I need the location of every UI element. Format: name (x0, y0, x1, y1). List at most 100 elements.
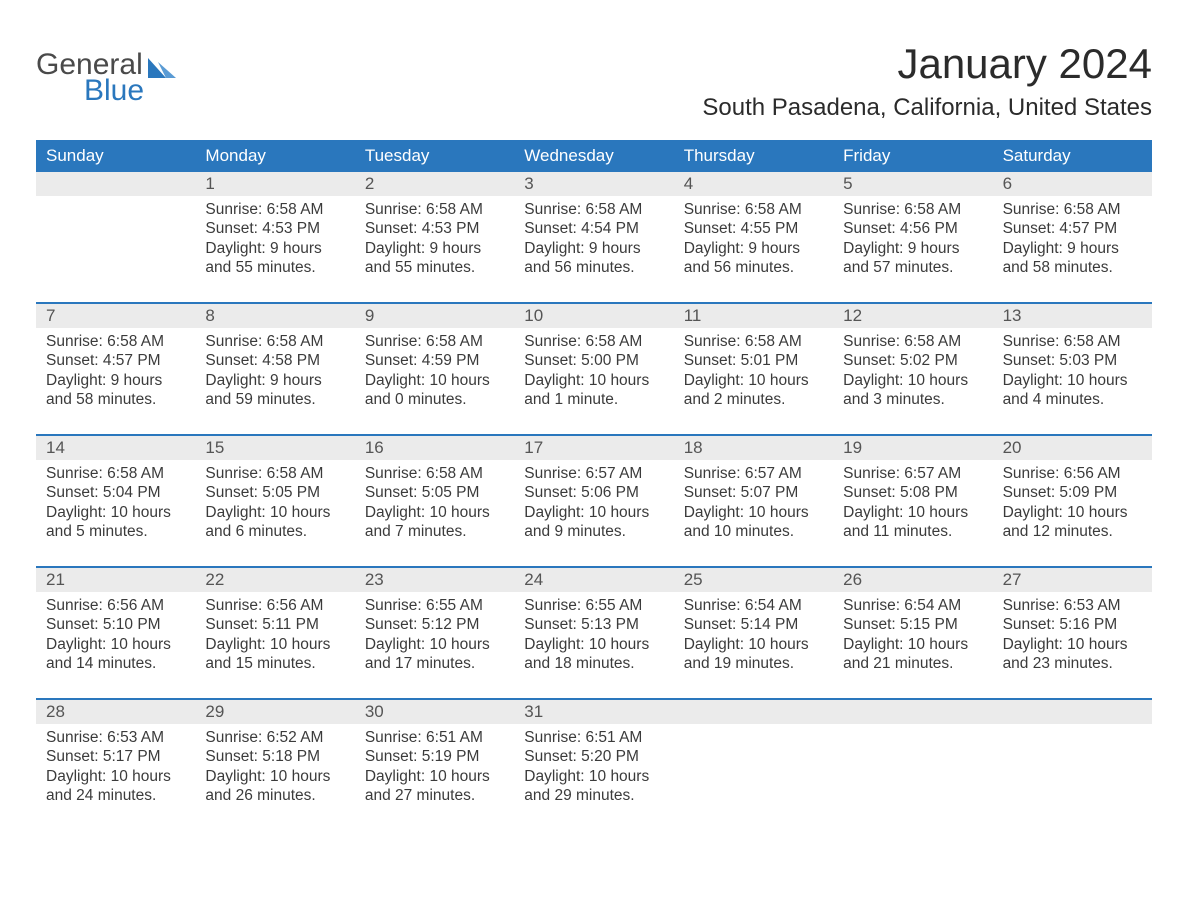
daylight-line2: and 19 minutes. (684, 654, 823, 673)
date-number: 22 (195, 568, 354, 592)
daylight-line1: Daylight: 10 hours (843, 635, 982, 654)
week-row: 28Sunrise: 6:53 AMSunset: 5:17 PMDayligh… (36, 698, 1152, 818)
sunrise-text: Sunrise: 6:57 AM (843, 464, 982, 483)
sunset-text: Sunset: 4:57 PM (46, 351, 185, 370)
title-group: January 2024 South Pasadena, California,… (702, 40, 1152, 122)
daylight-line2: and 18 minutes. (524, 654, 663, 673)
date-number: 28 (36, 700, 195, 724)
calendar-cell: 8Sunrise: 6:58 AMSunset: 4:58 PMDaylight… (195, 304, 354, 422)
daylight-line1: Daylight: 9 hours (684, 239, 823, 258)
daylight-line1: Daylight: 10 hours (365, 371, 504, 390)
sunset-text: Sunset: 4:54 PM (524, 219, 663, 238)
day-header-wednesday: Wednesday (514, 140, 673, 172)
daylight-line1: Daylight: 10 hours (205, 503, 344, 522)
day-details: Sunrise: 6:58 AMSunset: 4:55 PMDaylight:… (674, 196, 833, 278)
calendar-cell: 23Sunrise: 6:55 AMSunset: 5:12 PMDayligh… (355, 568, 514, 686)
day-details: Sunrise: 6:58 AMSunset: 5:02 PMDaylight:… (833, 328, 992, 410)
sunrise-text: Sunrise: 6:51 AM (365, 728, 504, 747)
calendar-cell: 26Sunrise: 6:54 AMSunset: 5:15 PMDayligh… (833, 568, 992, 686)
sunrise-text: Sunrise: 6:58 AM (684, 332, 823, 351)
date-number: 24 (514, 568, 673, 592)
daylight-line2: and 14 minutes. (46, 654, 185, 673)
date-number: 9 (355, 304, 514, 328)
sunset-text: Sunset: 5:05 PM (205, 483, 344, 502)
calendar-cell: 5Sunrise: 6:58 AMSunset: 4:56 PMDaylight… (833, 172, 992, 290)
daylight-line1: Daylight: 10 hours (684, 503, 823, 522)
sunset-text: Sunset: 5:18 PM (205, 747, 344, 766)
day-details: Sunrise: 6:58 AMSunset: 5:05 PMDaylight:… (355, 460, 514, 542)
day-details: Sunrise: 6:58 AMSunset: 4:57 PMDaylight:… (36, 328, 195, 410)
page-header: General Blue January 2024 South Pasadena… (36, 40, 1152, 122)
date-number: 21 (36, 568, 195, 592)
calendar-cell (674, 700, 833, 818)
day-details: Sunrise: 6:55 AMSunset: 5:13 PMDaylight:… (514, 592, 673, 674)
date-number (833, 700, 992, 724)
daylight-line1: Daylight: 10 hours (843, 503, 982, 522)
date-number: 6 (993, 172, 1152, 196)
calendar-cell (833, 700, 992, 818)
date-number: 12 (833, 304, 992, 328)
date-number: 19 (833, 436, 992, 460)
daylight-line1: Daylight: 10 hours (46, 767, 185, 786)
sunset-text: Sunset: 5:14 PM (684, 615, 823, 634)
calendar-cell: 25 Sunrise: 6:54 AMSunset: 5:14 PMDayligh… (674, 568, 833, 686)
calendar-cell: 29Sunrise: 6:52 AMSunset: 5:18 PMDayligh… (195, 700, 354, 818)
sunrise-text: Sunrise: 6:58 AM (843, 200, 982, 219)
sunset-text: Sunset: 5:02 PM (843, 351, 982, 370)
sunset-text: Sunset: 5:12 PM (365, 615, 504, 634)
week-row: 14Sunrise: 6:58 AMSunset: 5:04 PMDayligh… (36, 434, 1152, 554)
sunrise-text: Sunrise: 6:52 AM (205, 728, 344, 747)
sunset-text: Sunset: 5:04 PM (46, 483, 185, 502)
daylight-line2: and 17 minutes. (365, 654, 504, 673)
day-details: Sunrise: 6:51 AMSunset: 5:19 PMDaylight:… (355, 724, 514, 806)
daylight-line1: Daylight: 10 hours (684, 635, 823, 654)
calendar-cell: 30Sunrise: 6:51 AMSunset: 5:19 PMDayligh… (355, 700, 514, 818)
day-details: Sunrise: 6:57 AMSunset: 5:07 PMDaylight:… (674, 460, 833, 542)
day-details: Sunrise: 6:58 AMSunset: 4:53 PMDaylight:… (195, 196, 354, 278)
calendar-cell (993, 700, 1152, 818)
date-number (993, 700, 1152, 724)
day-details: Sunrise: 6:58 AMSunset: 5:01 PMDaylight:… (674, 328, 833, 410)
daylight-line2: and 56 minutes. (684, 258, 823, 277)
calendar-cell: 12Sunrise: 6:58 AMSunset: 5:02 PMDayligh… (833, 304, 992, 422)
sunset-text: Sunset: 4:53 PM (205, 219, 344, 238)
sunrise-text: Sunrise: 6:58 AM (365, 200, 504, 219)
calendar-cell: 20Sunrise: 6:56 AMSunset: 5:09 PMDayligh… (993, 436, 1152, 554)
logo-text: General Blue (36, 52, 144, 103)
date-number: 31 (514, 700, 673, 724)
daylight-line2: and 5 minutes. (46, 522, 185, 541)
sunset-text: Sunset: 5:09 PM (1003, 483, 1142, 502)
sunrise-text: Sunrise: 6:56 AM (46, 596, 185, 615)
sunrise-text: Sunrise: 6:58 AM (205, 200, 344, 219)
sunrise-text: Sunrise: 6:55 AM (365, 596, 504, 615)
calendar-cell: 17Sunrise: 6:57 AMSunset: 5:06 PMDayligh… (514, 436, 673, 554)
day-details: Sunrise: 6:57 AMSunset: 5:08 PMDaylight:… (833, 460, 992, 542)
date-number: 27 (993, 568, 1152, 592)
daylight-line2: and 27 minutes. (365, 786, 504, 805)
daylight-line2: and 23 minutes. (1003, 654, 1142, 673)
daylight-line2: and 12 minutes. (1003, 522, 1142, 541)
logo: General Blue (36, 40, 176, 103)
sunrise-text: Sunrise: 6:57 AM (684, 464, 823, 483)
sunrise-text: Sunrise: 6:53 AM (46, 728, 185, 747)
date-number: 26 (833, 568, 992, 592)
sunrise-text: Sunrise: 6:58 AM (524, 200, 663, 219)
daylight-line2: and 15 minutes. (205, 654, 344, 673)
sunrise-text: Sunrise: 6:58 AM (524, 332, 663, 351)
calendar-cell: 2Sunrise: 6:58 AMSunset: 4:53 PMDaylight… (355, 172, 514, 290)
daylight-line1: Daylight: 10 hours (1003, 371, 1142, 390)
calendar-cell: 1Sunrise: 6:58 AMSunset: 4:53 PMDaylight… (195, 172, 354, 290)
day-details: Sunrise: 6:51 AMSunset: 5:20 PMDaylight:… (514, 724, 673, 806)
sunrise-text: Sunrise: 6:58 AM (1003, 332, 1142, 351)
day-header-monday: Monday (195, 140, 354, 172)
sunset-text: Sunset: 4:55 PM (684, 219, 823, 238)
date-number: 25 (674, 568, 833, 592)
week-row: 1Sunrise: 6:58 AMSunset: 4:53 PMDaylight… (36, 172, 1152, 290)
sunset-text: Sunset: 4:58 PM (205, 351, 344, 370)
date-number: 18 (674, 436, 833, 460)
date-number: 1 (195, 172, 354, 196)
sunrise-text: Sunrise: 6:54 AM (684, 596, 823, 615)
daylight-line1: Daylight: 10 hours (524, 635, 663, 654)
calendar-cell: 28Sunrise: 6:53 AMSunset: 5:17 PMDayligh… (36, 700, 195, 818)
calendar-cell: 13Sunrise: 6:58 AMSunset: 5:03 PMDayligh… (993, 304, 1152, 422)
